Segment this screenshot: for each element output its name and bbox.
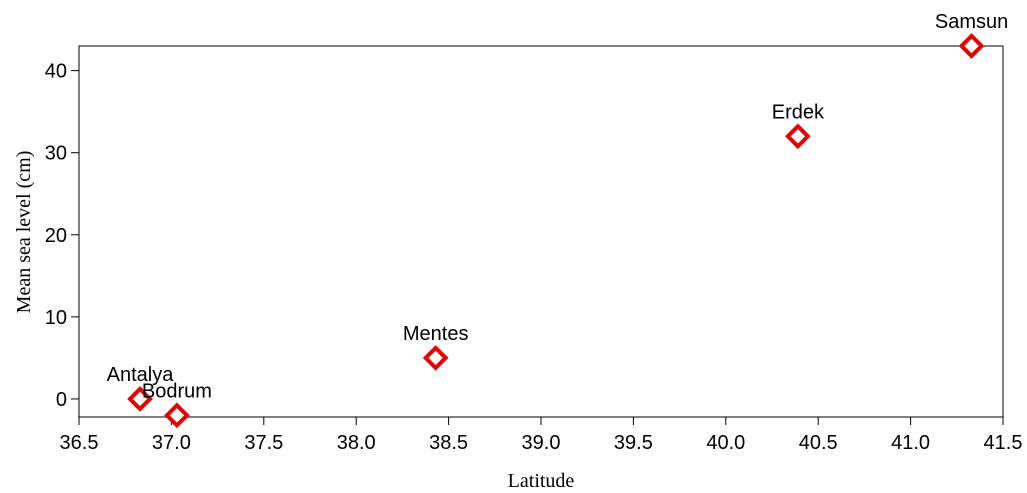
data-point-marker — [958, 33, 985, 59]
plot-frame — [78, 45, 1004, 418]
data-point-label: Antalya — [107, 364, 175, 386]
x-tick-label: 37.0 — [152, 432, 191, 454]
y-tick-label: 30 — [45, 143, 67, 165]
y-axis-title: Mean sea level (cm) — [13, 151, 35, 314]
y-tick-label: 10 — [45, 307, 67, 329]
y-axis: 0 10 20 30 40 — [45, 61, 79, 411]
y-tick-label: 20 — [45, 225, 67, 247]
x-tick-label: 37.5 — [244, 432, 283, 454]
x-tick-label: 41.5 — [984, 432, 1023, 454]
x-tick-label: 40.5 — [799, 432, 838, 454]
data-point-marker — [164, 402, 190, 429]
x-tick-label: 40.0 — [706, 432, 745, 454]
y-tick-label: 40 — [45, 61, 67, 83]
data-point-label: Erdek — [772, 101, 825, 123]
x-tick-label: 41.0 — [891, 432, 930, 454]
data-point-label: Mentes — [403, 323, 469, 345]
x-tick-label: 39.0 — [522, 432, 561, 454]
data-point-marker — [127, 386, 153, 412]
x-tick-label: 38.0 — [337, 432, 376, 454]
x-tick-label: 36.5 — [60, 432, 99, 454]
y-tick-label: 0 — [56, 389, 67, 411]
x-axis-title: Latitude — [508, 470, 575, 492]
data-point-label: Samsun — [935, 11, 1008, 33]
data-point-label: Bodrum — [142, 380, 212, 402]
x-tick-label: 39.5 — [614, 432, 653, 454]
data-point-marker — [422, 345, 449, 371]
x-axis: 36.5 37.0 37.5 38.0 38.5 39.0 39.5 40.0 40.5 41.0… — [60, 417, 1023, 454]
data-point-marker — [785, 123, 811, 150]
x-tick-label: 38.5 — [429, 432, 468, 454]
